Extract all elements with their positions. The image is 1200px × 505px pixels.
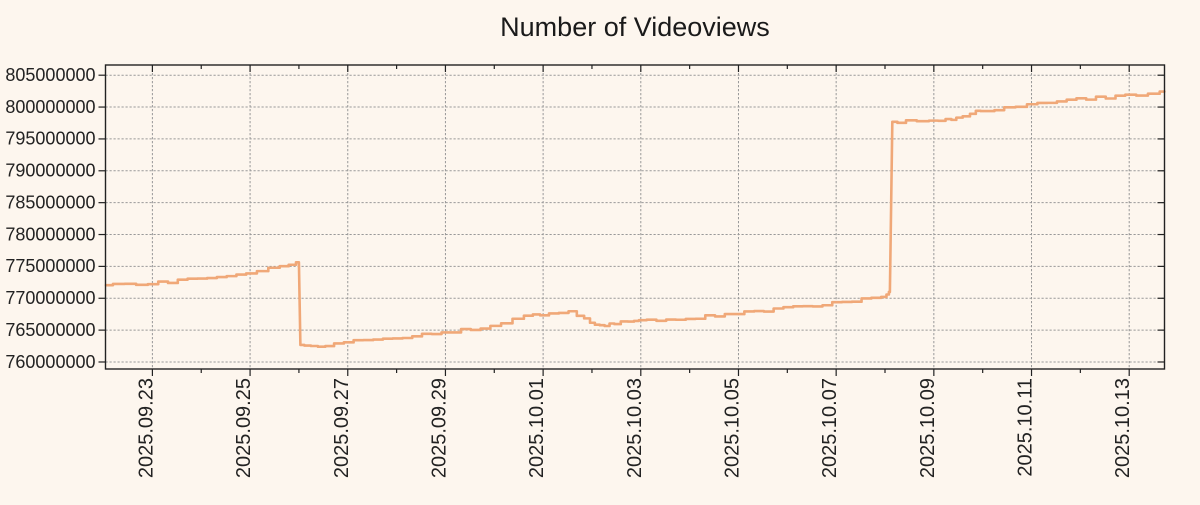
svg-text:765000000: 765000000 xyxy=(5,320,95,340)
svg-text:2025.10.13: 2025.10.13 xyxy=(1112,378,1134,478)
svg-text:2025.10.09: 2025.10.09 xyxy=(917,378,939,478)
svg-text:2025.09.23: 2025.09.23 xyxy=(135,378,157,478)
svg-text:760000000: 760000000 xyxy=(5,352,95,372)
svg-text:2025.10.11: 2025.10.11 xyxy=(1015,378,1037,477)
svg-text:2025.09.25: 2025.09.25 xyxy=(233,378,255,478)
svg-text:2025.10.03: 2025.10.03 xyxy=(624,378,646,478)
svg-text:2025.10.05: 2025.10.05 xyxy=(721,378,743,478)
svg-text:775000000: 775000000 xyxy=(5,256,95,276)
svg-text:800000000: 800000000 xyxy=(5,97,95,117)
svg-text:790000000: 790000000 xyxy=(5,161,95,181)
svg-text:2025.10.07: 2025.10.07 xyxy=(819,378,841,478)
svg-text:795000000: 795000000 xyxy=(5,129,95,149)
svg-text:785000000: 785000000 xyxy=(5,192,95,212)
svg-text:770000000: 770000000 xyxy=(5,288,95,308)
svg-text:805000000: 805000000 xyxy=(5,65,95,85)
svg-text:2025.09.27: 2025.09.27 xyxy=(331,378,353,478)
svg-text:2025.09.29: 2025.09.29 xyxy=(428,378,450,478)
svg-text:780000000: 780000000 xyxy=(5,224,95,244)
svg-text:2025.10.01: 2025.10.01 xyxy=(526,378,548,478)
